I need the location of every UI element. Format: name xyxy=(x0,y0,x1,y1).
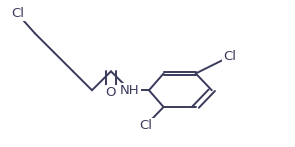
Text: O: O xyxy=(106,86,116,99)
Text: Cl: Cl xyxy=(223,50,236,63)
Text: NH: NH xyxy=(120,84,140,97)
Text: Cl: Cl xyxy=(140,119,153,132)
Text: Cl: Cl xyxy=(11,7,24,20)
